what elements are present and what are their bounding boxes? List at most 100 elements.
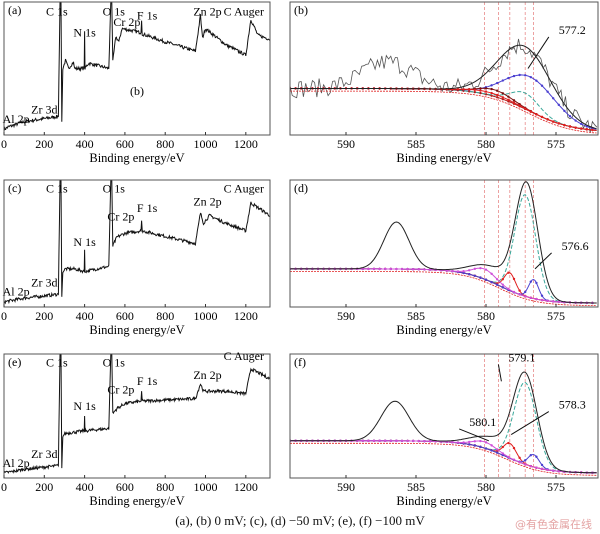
component-magenta-marker	[529, 464, 532, 468]
component-red-marker	[501, 278, 504, 281]
peak-annotation: C Auger	[224, 4, 264, 18]
component-red-marker	[557, 122, 560, 125]
component-blue-marker	[568, 114, 572, 118]
annotation-leader-line	[459, 428, 489, 442]
component-blue-line	[290, 440, 597, 474]
peak-annotation: 578.3	[559, 398, 586, 412]
peak-annotation: 579.1	[508, 350, 535, 364]
component-magenta-marker	[496, 278, 499, 281]
panel-c: 0 200 400 600 800 1000 1200 Binding energy/eV (c…	[1, 179, 271, 337]
component-red-marker	[479, 89, 482, 92]
x-axis-label: Binding energy/eV	[396, 151, 491, 165]
x-axis-label: Binding energy/eV	[89, 323, 184, 337]
x-tick-label: 0	[1, 309, 7, 323]
component-magenta-marker	[456, 441, 460, 444]
x-axis-label: Binding energy/eV	[396, 494, 491, 508]
component-red-marker	[585, 128, 588, 131]
component-blue-marker	[468, 273, 471, 276]
component-blue-markers	[290, 73, 594, 130]
panel-label: (d)	[294, 181, 308, 195]
component-red-marker	[518, 289, 521, 292]
component-blue-marker	[473, 274, 476, 277]
watermark: @有色金属在线	[515, 518, 592, 531]
peak-annotation: C 1s	[46, 4, 68, 18]
component-magenta-marker	[518, 461, 521, 464]
component-magenta-marker	[473, 440, 476, 443]
component-blue-marker	[462, 271, 465, 275]
component-red-marker	[512, 446, 516, 450]
component-magenta-marker	[417, 268, 420, 271]
component-magenta-markers	[290, 439, 594, 474]
component-blue-line	[290, 268, 597, 304]
component-red-marker	[591, 128, 594, 132]
component-magenta-marker	[557, 470, 560, 473]
panel-e: 0 200 400 600 800 1000 1200 Binding energy/eV (e…	[1, 349, 271, 508]
component-teal	[290, 194, 597, 304]
component-blue-marker	[507, 76, 510, 80]
panel-b: 590 585 580 575 Binding energy/eV (b) 577.2	[289, 1, 599, 165]
component-magenta-marker	[384, 267, 387, 271]
annotation-leader-line	[534, 252, 552, 270]
x-tick-label: 400	[76, 137, 94, 151]
background-markers	[290, 87, 594, 132]
component-red-marker	[563, 123, 566, 127]
peak-annotation: Al 2p	[3, 285, 30, 299]
peak-annotation: C 1s	[46, 355, 68, 369]
component-blue-marker	[484, 447, 488, 450]
plot-frame	[3, 179, 271, 308]
x-tick-label: 600	[116, 480, 134, 494]
component-magenta-marker	[428, 440, 432, 443]
component-magenta-marker	[540, 467, 544, 471]
component-red-marker	[462, 88, 465, 91]
peak-annotation: Zn 2p	[193, 194, 221, 208]
component-magenta-marker	[468, 269, 471, 272]
component-magenta-marker	[540, 298, 544, 302]
component-blue-marker	[529, 75, 532, 79]
component-blue-marker	[574, 119, 577, 122]
component-red-marker	[546, 118, 549, 121]
component-red-marker	[568, 125, 572, 128]
panel-d: 590 585 580 575 Binding energy/eV (d) 576.6	[289, 179, 599, 337]
component-red-markers	[290, 267, 594, 305]
component-red-marker	[507, 98, 510, 102]
peak-annotation: Cr 2p	[107, 383, 134, 397]
peak-annotation: 580.1	[469, 415, 496, 429]
component-teal	[290, 381, 597, 474]
x-tick-label: 585	[407, 137, 425, 151]
raw-spectrum-line	[290, 38, 598, 133]
figure-caption: (a), (b) 0 mV; (c), (d) −50 mV; (e), (f)…	[175, 513, 425, 528]
component-magenta-marker	[490, 444, 493, 447]
peak-annotation: Al 2p	[3, 112, 30, 126]
component-magenta-marker	[395, 267, 398, 271]
component-magenta-marker	[501, 452, 504, 455]
component-magenta-marker	[361, 439, 364, 443]
panel-label: (f)	[294, 355, 306, 369]
component-blue-marker	[563, 109, 566, 113]
x-tick-label: 585	[407, 480, 425, 494]
component-red-line	[290, 268, 597, 304]
x-tick-label: 590	[337, 309, 355, 323]
component-blue-marker	[529, 280, 532, 283]
peak-annotation: C Auger	[224, 182, 264, 196]
annotation-leader-line	[510, 411, 550, 436]
survey-spectrum-line	[4, 180, 270, 305]
component-magenta-marker	[400, 267, 404, 271]
x-tick-label: 1000	[194, 309, 218, 323]
component-magenta-marker	[524, 463, 527, 466]
x-tick-label: 600	[116, 309, 134, 323]
component-magenta-marker	[423, 439, 426, 443]
component-blue-marker	[496, 81, 499, 85]
component-magenta-marker	[462, 441, 465, 444]
peak-annotation: (b)	[130, 84, 144, 98]
x-tick-label: 575	[547, 480, 565, 494]
component-magenta-marker	[546, 299, 549, 303]
component-blue-marker	[512, 74, 516, 78]
x-tick-label: 800	[156, 137, 174, 151]
component-blue-marker	[540, 463, 544, 467]
component-magenta-marker	[456, 270, 460, 273]
annotation-leader-line	[497, 364, 502, 382]
component-red-marker	[496, 93, 499, 97]
component-magenta-marker	[378, 267, 381, 271]
x-tick-label: 200	[35, 137, 53, 151]
